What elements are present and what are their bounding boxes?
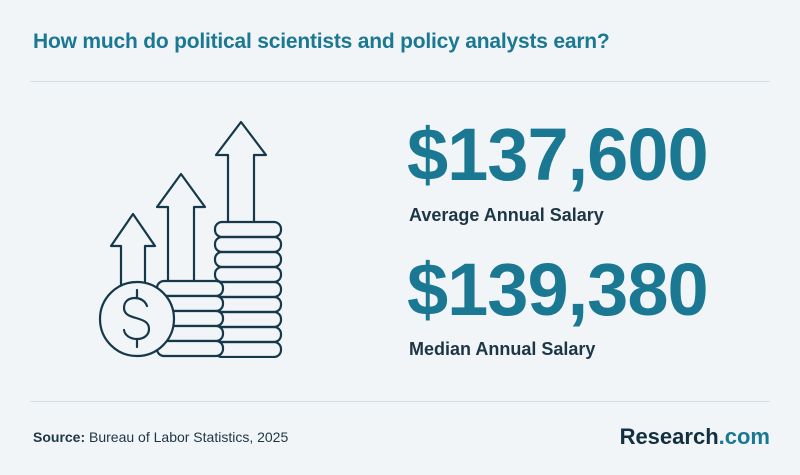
median-salary-value: $139,380 [407,248,709,331]
dollar-coin-icon [98,280,176,358]
average-salary-value: $137,600 [407,113,709,196]
brand-logo[interactable]: Research.com [620,424,770,450]
average-salary-label: Average Annual Salary [409,205,604,225]
up-arrow-icon [109,212,157,288]
source-text: Bureau of Labor Statistics, 2025 [89,429,289,445]
bottom-divider [30,401,770,402]
median-salary-label: Median Annual Salary [409,339,596,359]
top-divider [30,81,770,82]
source-prefix: Source: [33,429,86,445]
coin-stack-icon [213,220,283,358]
page-title: How much do political scientists and pol… [33,30,610,53]
money-growth-icon [98,120,283,358]
source-note: Source: Bureau of Labor Statistics, 2025 [33,429,288,445]
brand-suffix: .com [718,424,770,449]
brand-name: Research [619,424,719,449]
up-arrow-icon [155,172,207,286]
up-arrow-icon [214,120,268,224]
